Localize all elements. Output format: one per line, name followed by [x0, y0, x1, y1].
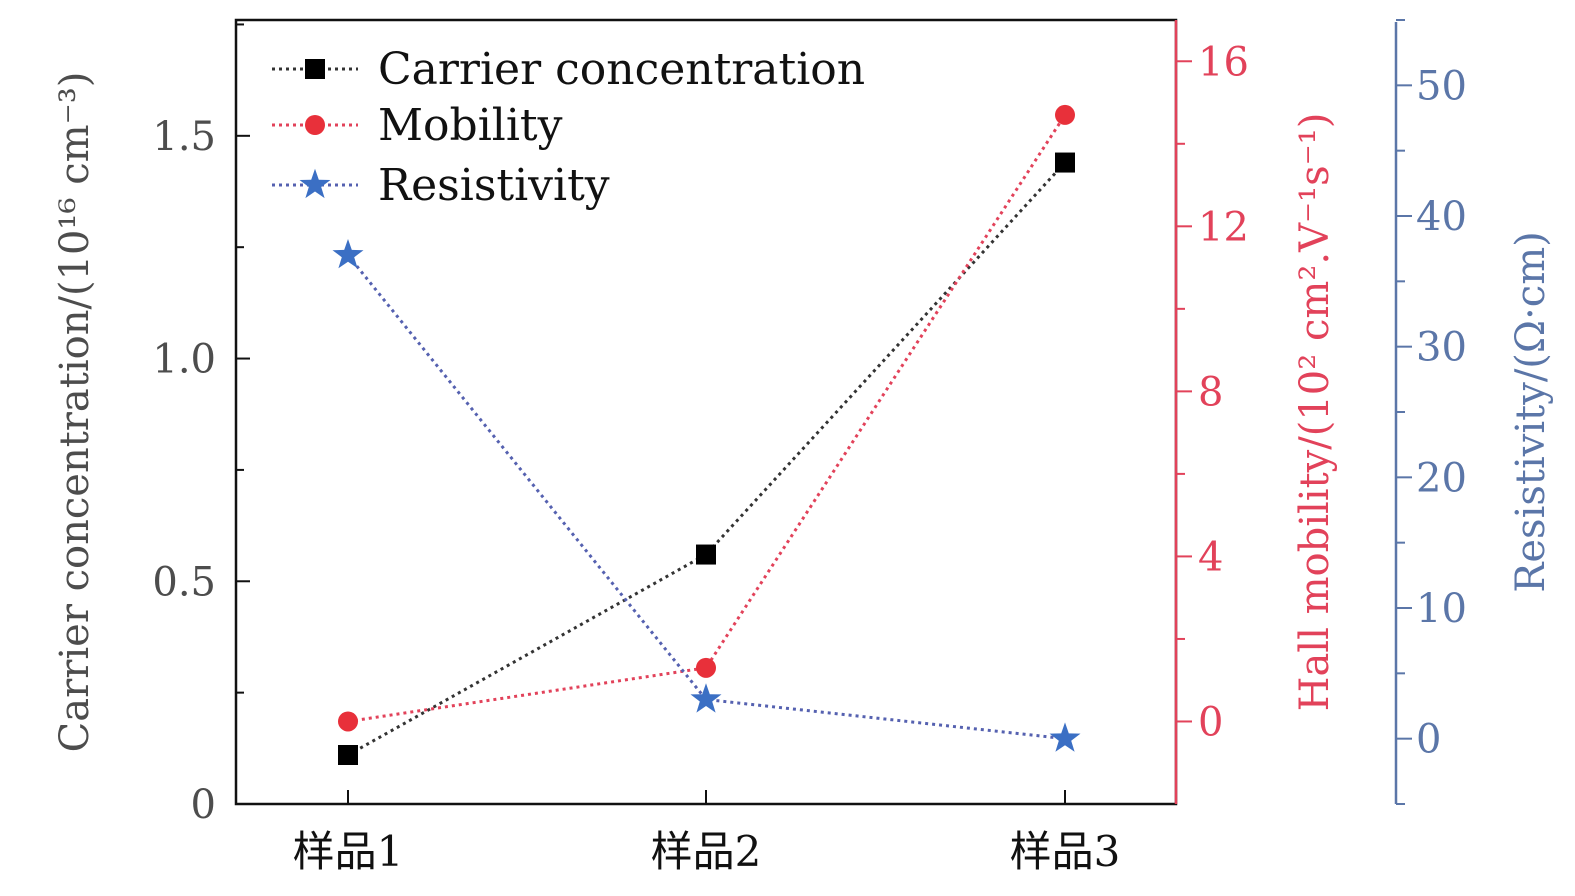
resistivity-tick-label: 40 [1416, 194, 1467, 240]
series-line [347, 161, 1067, 757]
x-axis: 样品1 样品2 样品3 [293, 790, 1121, 876]
resistivity-axis: 0 10 20 30 40 50 [1394, 19, 1467, 805]
resistivity-tick-label: 30 [1416, 325, 1467, 371]
mobility-axis: 0 4 8 12 16 [1174, 20, 1249, 804]
series-carrier-concentration [338, 152, 1075, 765]
left-axis-title: Carrier concentration/(10¹⁶ cm⁻³) [52, 72, 98, 753]
data-point-square [305, 59, 325, 79]
category-label: 样品2 [651, 827, 762, 876]
resistivity-tick-label: 10 [1416, 586, 1467, 632]
mobility-tick-label: 0 [1198, 699, 1223, 745]
category-label: 样品1 [293, 827, 404, 876]
data-point-circle [1055, 104, 1075, 125]
resistivity-axis-title: Resistivity/(Ω·cm) [1508, 231, 1554, 592]
data-point-square [1055, 152, 1075, 173]
legend-item: Mobility [272, 100, 563, 151]
series-line [347, 114, 1067, 723]
data-point-star [332, 239, 364, 269]
mobility-tick-label: 16 [1198, 39, 1249, 85]
series-layer [332, 104, 1081, 765]
resistivity-tick-label: 20 [1416, 455, 1467, 501]
legend-label: Carrier concentration [378, 44, 865, 95]
left-tick-label: 0.5 [152, 559, 216, 605]
series-line [346, 254, 1066, 741]
data-point-star [690, 683, 722, 713]
data-point-square [696, 544, 716, 565]
data-point-circle [305, 115, 325, 135]
left-tick-label: 1.5 [152, 114, 216, 160]
resistivity-tick-label: 0 [1416, 717, 1441, 763]
legend-item: Carrier concentration [272, 44, 865, 95]
data-point-square [338, 745, 358, 765]
legend-label: Mobility [378, 100, 563, 151]
data-point-star [299, 168, 331, 199]
mobility-tick-label: 12 [1198, 204, 1249, 250]
left-tick-label: 0 [191, 782, 216, 828]
mobility-axis-title: Hall mobility/(10² cm².V⁻¹s⁻¹) [1292, 113, 1338, 712]
category-label: 样品3 [1010, 827, 1121, 876]
resistivity-tick-label: 50 [1416, 63, 1467, 109]
series-resistivity [332, 239, 1081, 752]
series-mobility [338, 104, 1075, 732]
data-point-circle [696, 657, 716, 678]
data-point-circle [338, 711, 358, 732]
legend-label: Resistivity [378, 160, 610, 211]
data-point-star [1049, 722, 1081, 752]
left-axis: 0 0.5 1.0 1.5 [152, 23, 250, 828]
legend-item: Resistivity [272, 160, 610, 211]
mobility-tick-label: 4 [1198, 534, 1223, 580]
left-tick-label: 1.0 [152, 337, 216, 383]
axis-titles: Carrier concentration/(10¹⁶ cm⁻³) Hall mo… [52, 72, 1554, 753]
mobility-tick-label: 8 [1198, 369, 1223, 415]
